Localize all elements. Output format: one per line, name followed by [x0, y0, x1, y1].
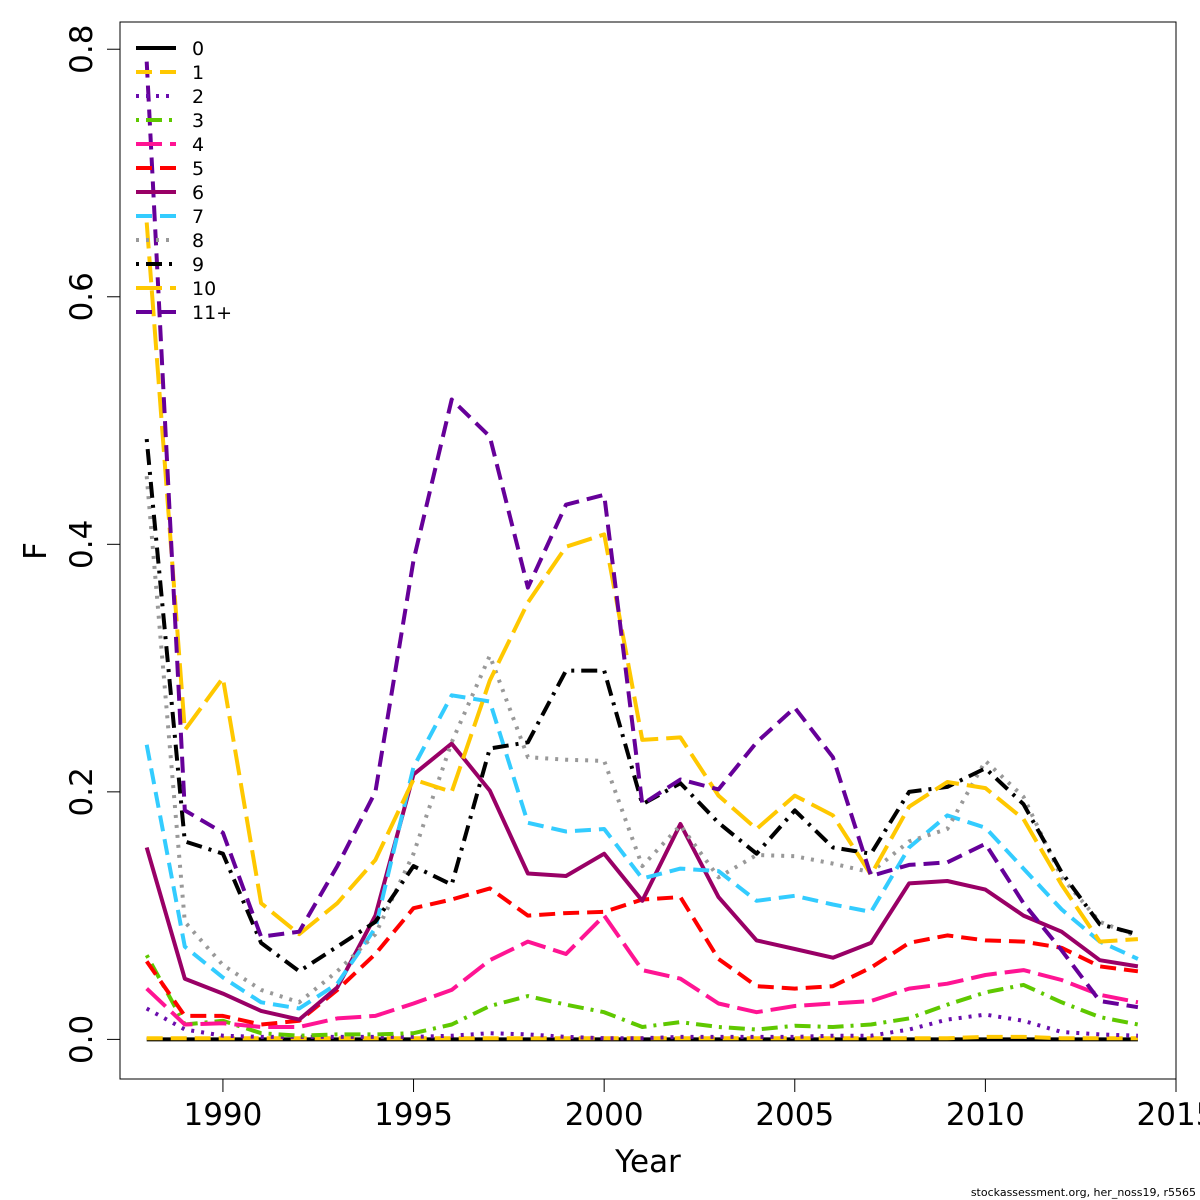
legend-label: 10 — [192, 278, 216, 300]
x-tick-label: 2015 — [1137, 1097, 1200, 1133]
x-tick-label: 1990 — [183, 1097, 262, 1133]
plot-area — [119, 21, 1177, 1080]
x-tick-label: 2005 — [755, 1097, 834, 1133]
x-tick-label: 2000 — [565, 1097, 644, 1133]
x-axis-title: Year — [614, 1144, 681, 1180]
legend-label: 8 — [192, 230, 204, 252]
y-tick-label: 0.2 — [64, 767, 100, 816]
series-line-9 — [144, 438, 1139, 974]
legend-label: 11+ — [192, 302, 232, 324]
legend-label: 5 — [192, 158, 204, 180]
series-line-2 — [145, 1006, 1138, 1041]
series-line-7 — [144, 693, 1139, 1011]
legend-label: 6 — [192, 182, 204, 204]
legend-label: 0 — [192, 38, 204, 60]
legend-label: 7 — [192, 206, 204, 228]
series-line-4 — [145, 913, 1139, 1029]
y-tick-label: 0.4 — [64, 520, 100, 569]
series-line-3 — [144, 954, 1139, 1038]
x-tick-label: 1995 — [374, 1097, 453, 1133]
y-tick-label: 0.6 — [64, 272, 100, 321]
x-tick-label: 2010 — [946, 1097, 1025, 1133]
footnote: stockassessment.org, her_noss19, r5565 — [971, 1186, 1196, 1199]
legend-label: 2 — [192, 86, 204, 108]
legend-label: 3 — [192, 110, 204, 132]
y-axis-title: F — [18, 542, 54, 560]
x-axis: 1990 1995 2000 2005 2010 2015 — [183, 1078, 1200, 1133]
y-tick-label: 0.8 — [64, 25, 100, 74]
series-line-6 — [144, 741, 1139, 1022]
series-layer — [144, 61, 1139, 1042]
legend-label: 9 — [192, 254, 204, 276]
legend-label: 1 — [192, 62, 204, 84]
y-axis: 0.0 0.2 0.4 0.6 0.8 — [64, 25, 121, 1064]
series-line-11plus — [144, 61, 1139, 1010]
series-line-5 — [145, 886, 1139, 1027]
legend-label: 4 — [192, 134, 204, 156]
series-line-10 — [144, 222, 1139, 944]
y-tick-label: 0.0 — [64, 1015, 100, 1064]
series-line-8 — [144, 476, 1139, 1005]
